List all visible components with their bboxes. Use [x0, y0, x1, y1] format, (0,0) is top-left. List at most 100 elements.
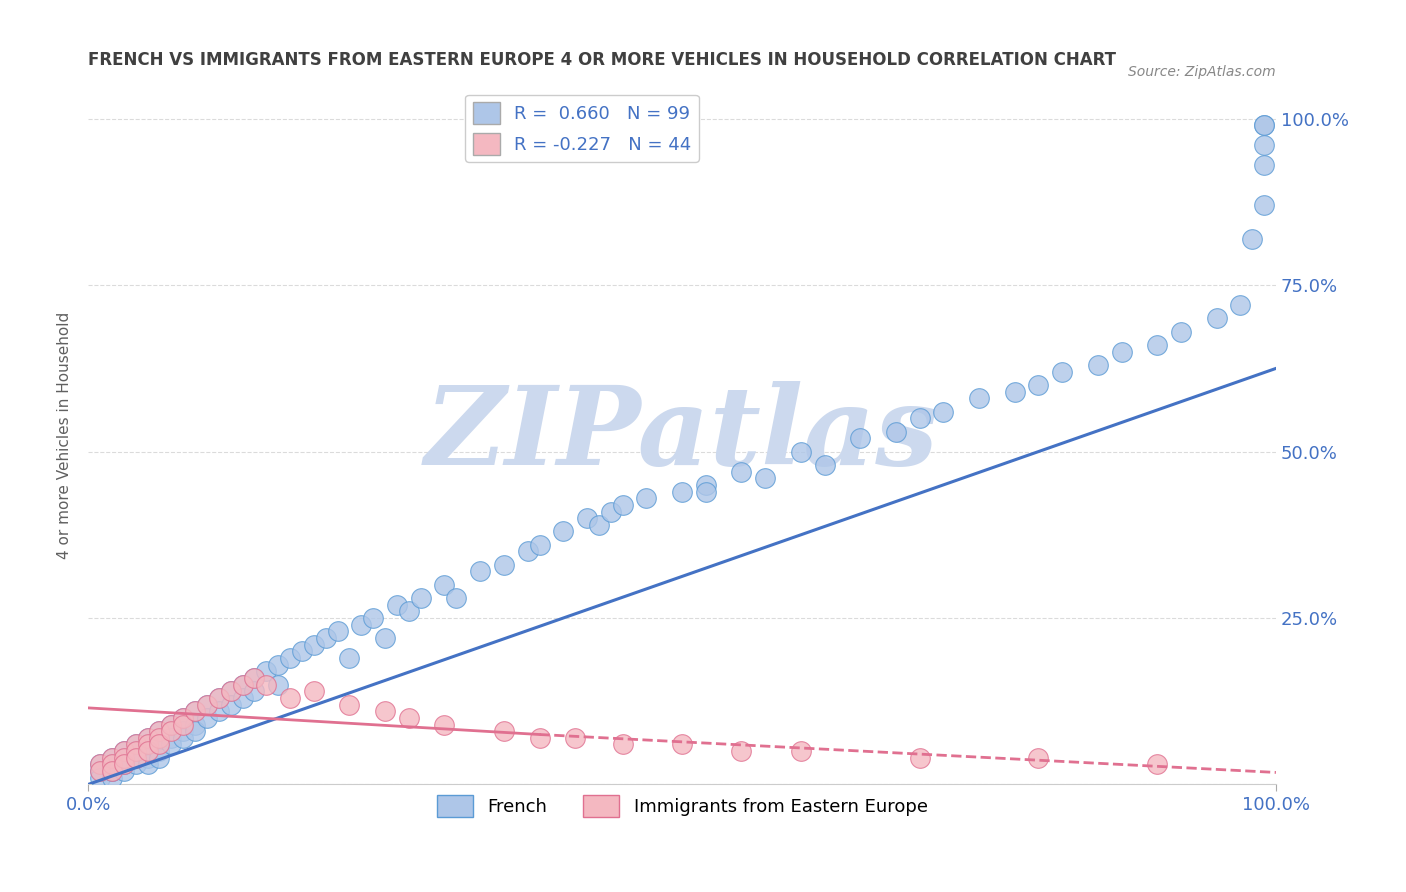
Point: [278, 651, 301, 665]
Point: [160, 738, 183, 752]
Point: [112, 757, 135, 772]
Point: [1229, 298, 1251, 312]
Text: Source: ZipAtlas.com: Source: ZipAtlas.com: [1129, 64, 1277, 78]
Point: [219, 684, 242, 698]
Point: [374, 631, 396, 645]
Point: [101, 771, 124, 785]
Point: [208, 704, 231, 718]
Point: [1253, 198, 1275, 212]
Point: [124, 738, 146, 752]
Point: [89, 764, 111, 778]
Point: [267, 677, 290, 691]
Point: [730, 744, 752, 758]
Point: [112, 757, 135, 772]
Point: [790, 744, 813, 758]
Point: [208, 690, 231, 705]
Point: [1253, 158, 1275, 172]
Point: [160, 731, 183, 745]
Point: [243, 671, 266, 685]
Point: [636, 491, 658, 506]
Point: [374, 704, 396, 718]
Point: [219, 684, 242, 698]
Point: [967, 392, 990, 406]
Point: [671, 484, 693, 499]
Point: [350, 617, 373, 632]
Point: [136, 738, 159, 752]
Point: [195, 698, 218, 712]
Point: [148, 744, 170, 758]
Point: [112, 764, 135, 778]
Point: [172, 711, 194, 725]
Point: [232, 690, 254, 705]
Point: [160, 717, 183, 731]
Point: [208, 690, 231, 705]
Point: [446, 591, 468, 605]
Point: [101, 751, 124, 765]
Point: [148, 724, 170, 739]
Point: [908, 411, 931, 425]
Point: [148, 724, 170, 739]
Point: [148, 751, 170, 765]
Point: [136, 744, 159, 758]
Point: [136, 731, 159, 745]
Point: [136, 731, 159, 745]
Point: [124, 738, 146, 752]
Point: [160, 717, 183, 731]
Point: [492, 558, 515, 572]
Point: [932, 405, 955, 419]
Point: [576, 511, 599, 525]
Point: [101, 757, 124, 772]
Point: [339, 698, 361, 712]
Point: [361, 611, 384, 625]
Point: [671, 738, 693, 752]
Point: [89, 764, 111, 778]
Point: [516, 544, 538, 558]
Point: [112, 751, 135, 765]
Point: [529, 731, 551, 745]
Point: [101, 764, 124, 778]
Point: [291, 644, 314, 658]
Point: [326, 624, 349, 639]
Point: [1004, 384, 1026, 399]
Point: [1205, 311, 1227, 326]
Point: [124, 744, 146, 758]
Point: [184, 704, 207, 718]
Point: [124, 757, 146, 772]
Point: [172, 724, 194, 739]
Point: [267, 657, 290, 672]
Point: [136, 738, 159, 752]
Point: [492, 724, 515, 739]
Point: [588, 517, 610, 532]
Point: [790, 444, 813, 458]
Point: [184, 704, 207, 718]
Point: [89, 757, 111, 772]
Point: [1087, 358, 1109, 372]
Point: [136, 757, 159, 772]
Point: [136, 744, 159, 758]
Point: [1050, 365, 1073, 379]
Point: [409, 591, 432, 605]
Point: [112, 744, 135, 758]
Point: [101, 764, 124, 778]
Point: [529, 538, 551, 552]
Point: [124, 751, 146, 765]
Point: [160, 724, 183, 739]
Legend: French, Immigrants from Eastern Europe: French, Immigrants from Eastern Europe: [429, 788, 935, 824]
Point: [315, 631, 337, 645]
Point: [813, 458, 835, 472]
Point: [195, 711, 218, 725]
Point: [254, 665, 277, 679]
Point: [730, 465, 752, 479]
Point: [1253, 138, 1275, 153]
Point: [302, 684, 325, 698]
Point: [385, 598, 408, 612]
Point: [553, 524, 575, 539]
Point: [1241, 231, 1264, 245]
Point: [112, 751, 135, 765]
Point: [101, 757, 124, 772]
Point: [1111, 344, 1133, 359]
Point: [243, 684, 266, 698]
Point: [101, 751, 124, 765]
Point: [695, 484, 717, 499]
Point: [89, 771, 111, 785]
